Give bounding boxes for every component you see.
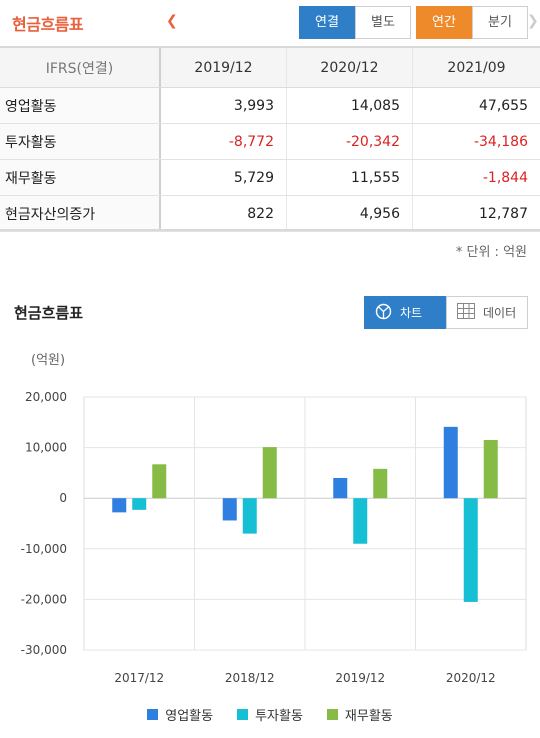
table-row: 영업활동 3,993 14,085 47,655 bbox=[0, 88, 540, 124]
table-icon bbox=[457, 303, 475, 322]
bar-영업활동 bbox=[112, 498, 127, 513]
legend-item[interactable]: 투자활동 bbox=[237, 705, 303, 724]
divider bbox=[0, 229, 540, 231]
table-header-row: IFRS(연결) 2019/12 2020/12 2021/09 bbox=[0, 48, 540, 88]
legend-label: 영업활동 bbox=[165, 709, 214, 724]
bar-재무활동 bbox=[262, 447, 277, 499]
bar-재무활동 bbox=[373, 468, 388, 499]
table-cell: 47,655 bbox=[479, 97, 528, 114]
row-label: 영업활동 bbox=[0, 88, 161, 123]
cashflow-bar-chart: 20,000 10,000 0 -10,000 -20,000 -30,000 2017/1… bbox=[21, 390, 527, 685]
table-cell: -8,772 bbox=[161, 124, 287, 159]
consolidation-toggle: 연결 별도 bbox=[299, 6, 411, 39]
column-header: 2021/09 bbox=[447, 59, 506, 76]
y-tick-label: 10,000 bbox=[25, 441, 67, 455]
table-cell: 14,085 bbox=[287, 88, 413, 123]
table-row: 투자활동 -8,772 -20,342 -34,186 bbox=[0, 124, 540, 160]
table-cell: 11,555 bbox=[287, 160, 413, 195]
bar-영업활동 bbox=[443, 426, 458, 499]
legend-swatch bbox=[326, 709, 338, 720]
x-tick-label: 2020/12 bbox=[446, 671, 496, 685]
quarterly-button[interactable]: 분기 bbox=[472, 6, 528, 39]
chevron-right-icon[interactable]: ❯ bbox=[527, 13, 539, 29]
bar-재무활동 bbox=[152, 464, 167, 499]
period-toggle: 연간 분기 bbox=[416, 6, 528, 39]
table-cell: 822 bbox=[161, 196, 287, 231]
table-corner-label: IFRS(연결) bbox=[0, 48, 161, 87]
table-row: 현금자산의증가 822 4,956 12,787 bbox=[0, 196, 540, 232]
bar-영업활동 bbox=[222, 498, 237, 521]
x-tick-label: 2018/12 bbox=[225, 671, 275, 685]
legend-item[interactable]: 재무활동 bbox=[326, 705, 393, 724]
chart-section-title: 현금흐름표 bbox=[14, 304, 84, 322]
x-tick-label: 2017/12 bbox=[114, 671, 164, 685]
header: 현금흐름표 연결 별도 연간 분기 bbox=[0, 0, 540, 45]
chevron-left-icon[interactable]: ❮ bbox=[166, 13, 178, 29]
table-cell: -34,186 bbox=[473, 133, 528, 150]
consolidated-button[interactable]: 연결 bbox=[299, 6, 355, 39]
annual-button[interactable]: 연간 bbox=[416, 6, 472, 39]
data-view-button[interactable]: 데이터 bbox=[446, 296, 528, 329]
row-label: 현금자산의증가 bbox=[0, 196, 161, 231]
chart-view-label: 차트 bbox=[400, 306, 423, 320]
cashflow-table: IFRS(연결) 2019/12 2020/12 2021/09 영업활동 3,… bbox=[0, 46, 540, 232]
bar-투자활동 bbox=[242, 498, 257, 534]
bar-투자활동 bbox=[132, 498, 147, 510]
table-cell: 12,787 bbox=[479, 205, 528, 222]
bar-투자활동 bbox=[353, 498, 368, 544]
chart-legend: 영업활동 투자활동 재무활동 bbox=[0, 705, 540, 724]
separate-button[interactable]: 별도 bbox=[355, 6, 411, 39]
legend-swatch bbox=[147, 709, 159, 720]
table-cell: -20,342 bbox=[287, 124, 413, 159]
x-tick-label: 2019/12 bbox=[335, 671, 385, 685]
page-title: 현금흐름표 bbox=[12, 15, 84, 34]
row-label: 투자활동 bbox=[0, 124, 161, 159]
chart-view-button[interactable]: 차트 bbox=[364, 296, 446, 329]
pie-chart-icon bbox=[375, 303, 392, 323]
y-axis-unit: (억원) bbox=[31, 353, 66, 368]
y-tick-label: 20,000 bbox=[25, 390, 67, 404]
row-label: 재무활동 bbox=[0, 160, 161, 195]
legend-item[interactable]: 영업활동 bbox=[147, 705, 213, 724]
y-tick-label: -10,000 bbox=[21, 542, 67, 556]
y-tick-label: -30,000 bbox=[21, 643, 67, 657]
table-cell: 5,729 bbox=[161, 160, 287, 195]
table-row: 재무활동 5,729 11,555 -1,844 bbox=[0, 160, 540, 196]
column-header: 2019/12 bbox=[161, 48, 287, 87]
table-cell: -1,844 bbox=[482, 169, 528, 186]
legend-label: 투자활동 bbox=[255, 709, 303, 724]
y-tick-label: 0 bbox=[59, 491, 67, 505]
bar-재무활동 bbox=[483, 440, 498, 499]
data-view-label: 데이터 bbox=[483, 306, 517, 320]
column-header: 2020/12 bbox=[287, 48, 413, 87]
bar-영업활동 bbox=[333, 477, 348, 499]
unit-note: * 단위 : 억원 bbox=[455, 245, 527, 260]
legend-swatch bbox=[237, 709, 249, 720]
legend-label: 재무활동 bbox=[344, 709, 393, 724]
table-cell: 3,993 bbox=[161, 88, 287, 123]
table-cell: 4,956 bbox=[287, 196, 413, 231]
bar-투자활동 bbox=[463, 498, 478, 602]
y-tick-label: -20,000 bbox=[21, 592, 67, 606]
